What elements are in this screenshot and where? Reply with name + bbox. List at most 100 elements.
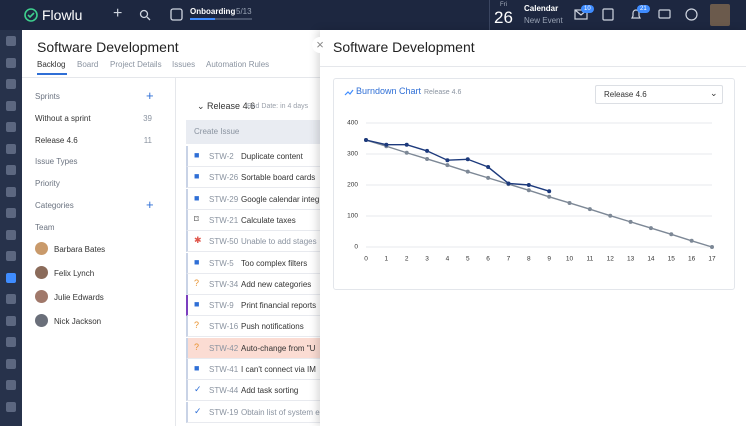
create-issue[interactable]: Create Issue bbox=[194, 127, 240, 136]
issue-title[interactable]: I can't connect via IM bbox=[241, 365, 316, 374]
data-point bbox=[608, 213, 613, 218]
panel-title: Software Development bbox=[333, 39, 475, 55]
issue-title[interactable]: Sortable board cards bbox=[241, 173, 316, 183]
issue-title[interactable]: Google calendar integ bbox=[241, 194, 320, 204]
issue-row[interactable]: ■ STW-2 Duplicate content bbox=[186, 146, 322, 167]
issue-row[interactable]: ■ STW-26 Sortable board cards bbox=[186, 167, 322, 189]
issue-key[interactable]: STW-21 bbox=[209, 215, 239, 225]
nav-icon[interactable] bbox=[6, 315, 16, 326]
nav-icon[interactable] bbox=[6, 380, 16, 390]
sprint-name[interactable]: Without a sprint bbox=[35, 114, 91, 123]
issue-row[interactable]: ■ STW-9 Print financial reports bbox=[186, 295, 322, 317]
close-button[interactable]: × bbox=[312, 37, 328, 53]
issue-row[interactable]: ✱ STW-50 Unable to add stages bbox=[186, 231, 322, 253]
onboarding-label[interactable]: Onboarding bbox=[190, 7, 236, 16]
nav-icon[interactable] bbox=[6, 100, 16, 111]
issue-key[interactable]: STW-44 bbox=[209, 386, 239, 396]
tab[interactable]: Project Details bbox=[110, 60, 162, 69]
nav-icon[interactable] bbox=[6, 186, 16, 197]
sprint-name[interactable]: ⌄ Release 4.6 bbox=[197, 101, 256, 111]
issue-row[interactable]: ✓ STW-44 Add task sorting bbox=[186, 380, 322, 402]
chat-icon[interactable] bbox=[658, 9, 671, 21]
nav-icon[interactable] bbox=[6, 208, 16, 218]
issue-row[interactable]: ? STW-42 Auto-change from "U bbox=[186, 337, 322, 359]
project-view: Software Development ⌄ Release 4.6 End D… bbox=[22, 30, 322, 426]
nav-icon[interactable] bbox=[6, 79, 16, 89]
issue-row[interactable]: ? STW-34 Add new categories bbox=[186, 273, 322, 295]
sprint-name[interactable]: Release 4.6 bbox=[35, 136, 78, 145]
release-select[interactable]: Release 4.6 ⌄ bbox=[595, 85, 723, 104]
filter-group[interactable]: Issue Types bbox=[35, 157, 78, 166]
nav-icon[interactable] bbox=[6, 165, 16, 175]
issue-row[interactable]: ■ STW-41 I can't connect via IM bbox=[186, 359, 322, 380]
nav-icon[interactable] bbox=[6, 294, 16, 304]
nav-icon[interactable] bbox=[6, 122, 16, 132]
issue-title[interactable]: Too complex filters bbox=[241, 258, 308, 268]
issue-key[interactable]: STW-26 bbox=[209, 173, 239, 183]
issue-row[interactable]: ? STW-16 Push notifications bbox=[186, 316, 322, 338]
issue-title[interactable]: Auto-change from "U bbox=[241, 343, 316, 353]
issue-row[interactable]: ⌑ STW-21 Calculate taxes bbox=[186, 209, 322, 231]
issue-title[interactable]: Unable to add stages bbox=[241, 237, 317, 247]
create-issue-row[interactable]: Create Issue bbox=[186, 120, 320, 144]
nav-icon[interactable] bbox=[6, 57, 16, 68]
bell-icon[interactable] bbox=[630, 8, 642, 21]
issue-row[interactable]: ■ STW-5 Too complex filters bbox=[186, 252, 322, 274]
calendar-title[interactable]: Calendar bbox=[524, 4, 559, 13]
issue-title[interactable]: Add task sorting bbox=[241, 386, 299, 396]
calendar-new-event[interactable]: New Event bbox=[524, 16, 563, 25]
issue-title[interactable]: Print financial reports bbox=[241, 301, 317, 311]
issue-key[interactable]: STW-50 bbox=[209, 237, 239, 247]
nav-icon[interactable] bbox=[6, 401, 16, 412]
filter-group[interactable]: Sprints bbox=[35, 92, 60, 101]
filter-group[interactable]: Team bbox=[35, 223, 55, 232]
tab[interactable]: Board bbox=[77, 60, 99, 69]
search-button[interactable] bbox=[139, 9, 151, 21]
data-point bbox=[506, 181, 511, 186]
member-name[interactable]: Julie Edwards bbox=[54, 293, 104, 302]
add-button[interactable]: + bbox=[113, 5, 123, 22]
issue-key[interactable]: STW-5 bbox=[209, 258, 234, 268]
issue-title[interactable]: Push notifications bbox=[241, 322, 304, 332]
issue-title[interactable]: Duplicate content bbox=[241, 152, 303, 161]
nav-icon[interactable] bbox=[6, 337, 16, 347]
filter-group[interactable]: Categories bbox=[35, 201, 74, 210]
add-button[interactable]: + bbox=[146, 197, 154, 212]
nav-icon[interactable] bbox=[6, 229, 16, 240]
issue-row[interactable]: ■ STW-29 Google calendar integ bbox=[186, 188, 322, 210]
nav-icon[interactable] bbox=[6, 143, 16, 154]
user-avatar[interactable] bbox=[710, 4, 730, 26]
nav-icon[interactable] bbox=[6, 251, 16, 261]
x-tick-label: 0 bbox=[364, 256, 368, 263]
nav-icon[interactable] bbox=[6, 272, 16, 283]
issue-key[interactable]: STW-16 bbox=[209, 322, 239, 332]
issue-row[interactable]: ✓ STW-19 Obtain list of system e bbox=[186, 401, 322, 423]
nav-icon[interactable] bbox=[6, 36, 16, 46]
issue-key[interactable]: STW-34 bbox=[209, 279, 239, 289]
issue-title[interactable]: Add new categories bbox=[241, 279, 312, 289]
notes-icon[interactable] bbox=[602, 8, 614, 21]
x-tick-label: 4 bbox=[446, 256, 450, 263]
help-icon[interactable] bbox=[685, 8, 698, 21]
member-name[interactable]: Barbara Bates bbox=[54, 245, 106, 254]
issue-key[interactable]: STW-9 bbox=[209, 301, 234, 311]
issue-key[interactable]: STW-41 bbox=[209, 365, 239, 374]
issue-key[interactable]: STW-29 bbox=[209, 194, 239, 204]
issue-icon: ■ bbox=[194, 192, 200, 203]
nav-icon[interactable] bbox=[6, 358, 16, 369]
top-bar: Flowlu + Onboarding 5/13 Fri 26 Calendar… bbox=[0, 0, 746, 30]
issue-title[interactable]: Calculate taxes bbox=[241, 215, 296, 225]
tab[interactable]: Backlog bbox=[37, 60, 66, 69]
onboarding-icon[interactable] bbox=[170, 7, 183, 21]
add-button[interactable]: + bbox=[146, 88, 154, 103]
tab[interactable]: Issues bbox=[172, 60, 196, 69]
tab[interactable]: Automation Rules bbox=[206, 60, 270, 69]
member-name[interactable]: Nick Jackson bbox=[54, 317, 102, 326]
issue-key[interactable]: STW-42 bbox=[209, 343, 239, 353]
brand[interactable]: Flowlu bbox=[42, 7, 83, 23]
member-name[interactable]: Felix Lynch bbox=[54, 269, 95, 278]
issue-key[interactable]: STW-19 bbox=[209, 407, 239, 417]
filter-group[interactable]: Priority bbox=[35, 179, 60, 188]
issue-key[interactable]: STW-2 bbox=[209, 152, 234, 161]
issue-title[interactable]: Obtain list of system e bbox=[241, 407, 320, 417]
